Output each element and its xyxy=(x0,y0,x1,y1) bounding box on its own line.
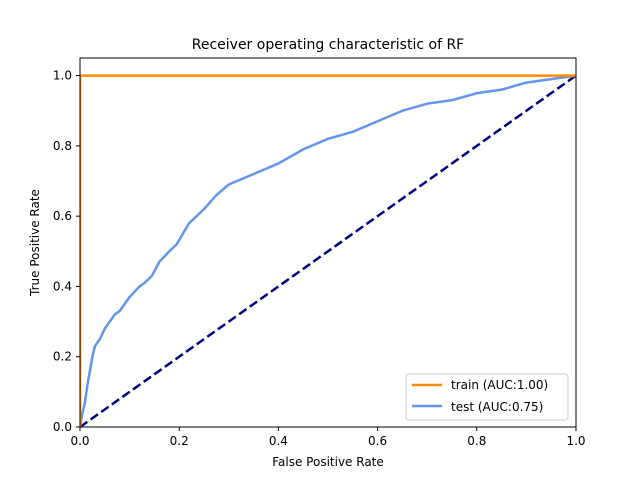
legend-entry-test: test (AUC:0.75) xyxy=(451,400,543,414)
y-axis-label: True Positive Rate xyxy=(28,189,42,297)
x-tick-label: 0.0 xyxy=(70,434,89,448)
x-tick-label: 0.6 xyxy=(368,434,387,448)
y-tick-label: 1.0 xyxy=(53,69,72,83)
y-tick-label: 0.6 xyxy=(53,209,72,223)
y-tick-label: 0.0 xyxy=(53,420,72,434)
y-tick-label: 0.8 xyxy=(53,139,72,153)
x-tick-label: 1.0 xyxy=(566,434,585,448)
legend: train (AUC:1.00) test (AUC:0.75) xyxy=(405,373,569,421)
x-tick-label: 0.8 xyxy=(467,434,486,448)
y-tick-label: 0.4 xyxy=(53,279,72,293)
series-test-line xyxy=(80,74,576,427)
x-axis-ticks: 0.0 0.2 0.4 0.6 0.8 1.0 xyxy=(70,427,586,448)
x-axis-label: False Positive Rate xyxy=(272,455,384,469)
x-tick-label: 0.2 xyxy=(170,434,189,448)
plot-frame xyxy=(79,57,577,428)
series-train-line xyxy=(80,74,576,427)
plot-lines xyxy=(80,74,576,427)
chart-title: Receiver operating characteristic of RF xyxy=(192,37,464,53)
y-tick-label: 0.2 xyxy=(53,350,72,364)
x-tick-label: 0.4 xyxy=(269,434,288,448)
legend-entry-train: train (AUC:1.00) xyxy=(451,378,548,392)
legend-box xyxy=(405,373,569,421)
series-chance-diagonal xyxy=(80,74,576,427)
y-axis-ticks: 0.0 0.2 0.4 0.6 0.8 1.0 xyxy=(53,69,80,434)
